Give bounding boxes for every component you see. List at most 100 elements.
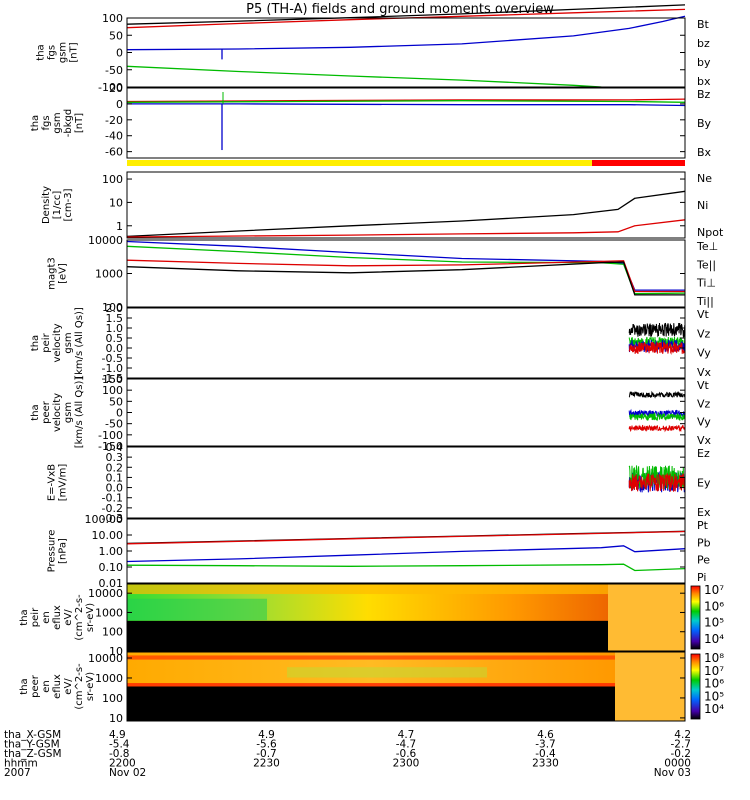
- x-tick-label: -5.6: [256, 739, 277, 751]
- spectrogram-fill: [127, 620, 608, 651]
- x-tick-label: 2330: [532, 758, 559, 770]
- y-axis-label: tha: [30, 404, 41, 420]
- y-axis-label: tha: [36, 44, 47, 60]
- series-Pb: [126, 530, 686, 545]
- y-tick-label: 100: [102, 301, 123, 314]
- y-tick-label: -0.2: [102, 502, 123, 515]
- y-tick-label: 1.0: [106, 322, 124, 335]
- y-tick-label: 0.10: [99, 561, 124, 574]
- legend-Bx: Bx: [697, 146, 712, 159]
- y-tick-label: 1000: [95, 672, 123, 685]
- y-tick-label: 0.3: [106, 451, 124, 464]
- x-tick-label: 4.7: [398, 729, 415, 741]
- y-tick-label: 100: [102, 692, 123, 705]
- y-tick-label: 50: [109, 395, 123, 408]
- legend-Ti⊥: Ti⊥: [696, 277, 716, 290]
- noise-series: [628, 472, 686, 492]
- colorbar-label: 10⁴: [704, 702, 724, 716]
- x-row-label: hhmm: [4, 758, 38, 770]
- y-axis-label: eflux: [52, 605, 63, 630]
- y-axis-label: gsm: [52, 112, 63, 133]
- series-bx: [126, 15, 686, 51]
- legend-Vz: Vz: [697, 327, 711, 340]
- series-Ni: [126, 190, 686, 238]
- y-axis-label: Pressure: [47, 530, 58, 573]
- y-tick-label: -40: [105, 130, 123, 143]
- legend-Ne: Ne: [697, 172, 712, 185]
- y-tick-label: -0.5: [102, 352, 123, 365]
- x-tick-label: Nov 03: [654, 767, 691, 779]
- x-tick-label: 2300: [393, 758, 420, 770]
- legend-Vx: Vx: [697, 434, 712, 447]
- y-axis-label: tha: [30, 115, 41, 131]
- legend-Vy: Vy: [697, 347, 711, 360]
- y-tick-label: 1000: [95, 606, 123, 619]
- y-axis-label: peer: [41, 400, 52, 424]
- y-axis-label: [1/cc]: [52, 191, 63, 220]
- legend-Npot: Npot: [697, 226, 724, 239]
- y-axis-label: tha: [30, 335, 41, 351]
- legend-bx: bx: [697, 75, 711, 88]
- series-Bt: [126, 4, 686, 25]
- y-axis-label: tha: [19, 609, 30, 625]
- noise-series: [628, 424, 686, 433]
- legend-bz: bz: [697, 37, 710, 50]
- x-tick-label: 0000: [664, 758, 691, 770]
- panel-frame: [126, 518, 686, 584]
- x-tick-label: -5.4: [109, 739, 130, 751]
- y-tick-label: 1000: [95, 268, 123, 281]
- y-tick-label: 1.00: [99, 545, 124, 558]
- panel-2: Bz By Bx 20 0 -20 -40 -60 tha fgs gsm -bkgd [nT]: [30, 82, 712, 159]
- y-tick-label: -100: [98, 429, 123, 442]
- panel-1: Bt bz by bx 100 50 0 -50 -100 tha fgs gsm [nT]: [36, 4, 711, 94]
- y-tick-label: -150: [98, 440, 123, 453]
- y-tick-label: 100: [102, 173, 123, 186]
- y-tick-label: -1.0: [102, 362, 123, 375]
- y-tick-label: -0.3: [102, 512, 123, 525]
- y-tick-label: 1.5: [106, 312, 124, 325]
- y-axis-label: [eV]: [58, 263, 69, 284]
- series-Te⊥: [126, 259, 685, 293]
- legend-Bz: Bz: [697, 88, 711, 101]
- y-axis-label: en: [41, 680, 52, 693]
- x-tick-label: -0.4: [535, 748, 556, 760]
- x-tick-label: -0.2: [671, 748, 692, 760]
- x-tick-label: 4.6: [537, 729, 554, 741]
- y-tick-label: -20: [105, 114, 123, 127]
- legend-Ti||: Ti||: [696, 295, 714, 308]
- y-axis-label: eV/: [63, 678, 74, 695]
- mode-bar-red: [592, 160, 685, 166]
- y-axis-label: (cm^2-s-: [74, 594, 85, 641]
- legend-Ex: Ex: [697, 506, 711, 519]
- series-by: [126, 65, 686, 89]
- legend-Ey: Ey: [697, 477, 711, 490]
- legend-Ni: Ni: [697, 199, 708, 212]
- panel-frame: [126, 171, 686, 239]
- colorbar: [690, 653, 701, 720]
- x-tick-label: -2.7: [671, 739, 692, 751]
- y-tick-label: 10000: [88, 652, 123, 665]
- y-axis-label: [nPa]: [58, 538, 69, 564]
- y-axis-label: [km/s (All Qs)]: [74, 307, 85, 379]
- colorbar-label: 10⁵: [704, 616, 724, 630]
- mode-bar-yellow: [127, 160, 592, 166]
- legend-Pb: Pb: [697, 536, 711, 549]
- y-tick-label: 0.01: [99, 577, 124, 590]
- y-tick-label: -60: [105, 146, 123, 159]
- spectrogram-green-band: [127, 598, 267, 621]
- legend-Te||: Te||: [696, 258, 716, 271]
- y-tick-label: 100: [102, 12, 123, 25]
- legend-Vt: Vt: [697, 379, 710, 392]
- series-Ne: [126, 219, 686, 238]
- y-axis-label: sr-eV): [85, 672, 96, 701]
- y-tick-label: -100: [98, 81, 123, 94]
- colorbar-label: 10⁶: [704, 599, 724, 613]
- x-row-label: tha_Y-GSM: [4, 739, 60, 751]
- legend-Te⊥: Te⊥: [696, 240, 718, 253]
- y-tick-label: -50: [105, 418, 123, 431]
- colorbar: [690, 585, 701, 650]
- y-tick-label: 1: [116, 220, 123, 233]
- y-axis-label: (cm^2-s-: [74, 663, 85, 710]
- x-tick-label: -0.7: [256, 748, 277, 760]
